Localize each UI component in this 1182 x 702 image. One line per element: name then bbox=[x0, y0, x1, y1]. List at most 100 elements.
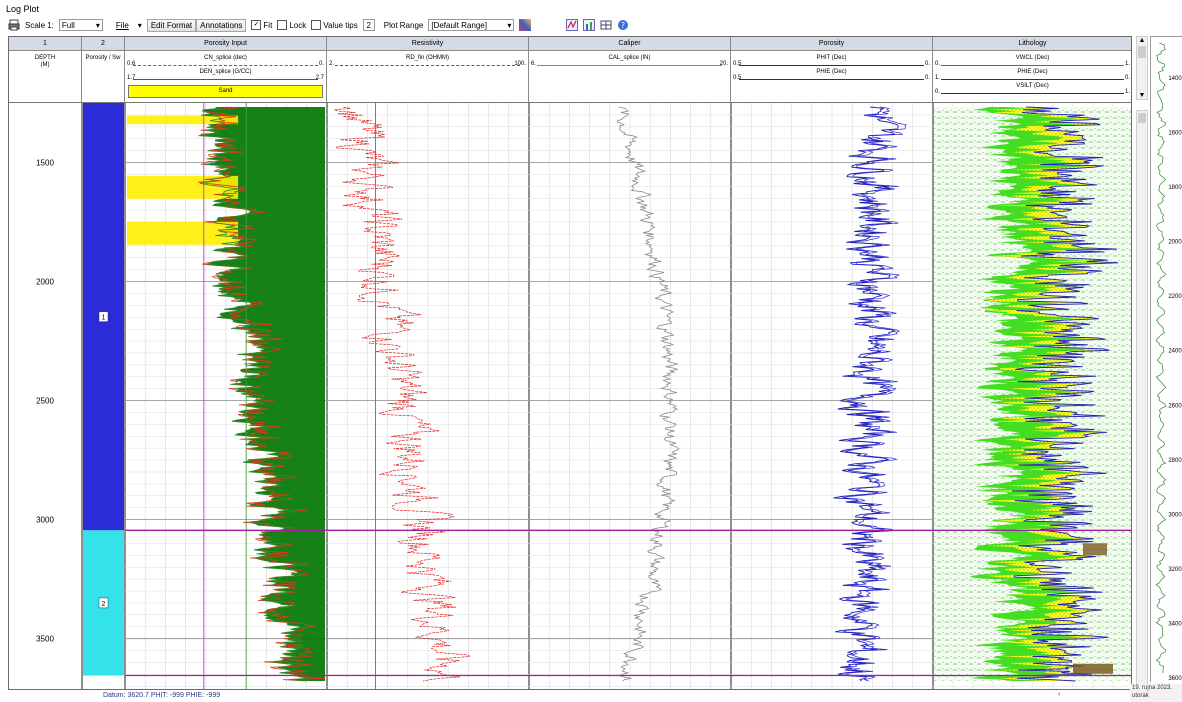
overview-panel[interactable]: 1400 1600 1800 2000 2200 2400 2600 2800 3000 3200… bbox=[1150, 36, 1182, 682]
resistivity-track-label: RD_fin (OHMM) 2. 100. bbox=[327, 51, 529, 103]
scroll-left-icon[interactable]: ‹ bbox=[1058, 691, 1061, 698]
phit-scale-left: 0.5 bbox=[733, 61, 742, 67]
lith-phie-curve-sample bbox=[941, 79, 1124, 80]
toolbar: Scale 1: Full ▾ File ▾ Edit Format Annot… bbox=[0, 16, 1182, 34]
column-header-resistivity[interactable]: Resistivity bbox=[327, 37, 529, 51]
chart-lines-icon[interactable] bbox=[566, 19, 579, 31]
cal-curve-name: CAL_splice (IN) bbox=[608, 55, 651, 61]
vwcl-scale-right: 1. bbox=[1124, 61, 1130, 67]
vwcl-scale-left: 0. bbox=[935, 61, 941, 67]
rd-curve bbox=[334, 106, 471, 682]
overview-tick-label: 2200 bbox=[1168, 294, 1182, 300]
scale-value: Full bbox=[61, 20, 75, 30]
sand-fill bbox=[127, 221, 239, 245]
print-icon[interactable] bbox=[8, 19, 20, 31]
fit-label: Fit bbox=[263, 20, 273, 30]
rd-curve-name: RD_fin (OHMM) bbox=[406, 55, 449, 61]
lock-label: Lock bbox=[289, 20, 307, 30]
plot-scrollbar[interactable] bbox=[1136, 110, 1148, 690]
checkbox-box bbox=[311, 20, 322, 30]
shale-patch bbox=[1083, 543, 1107, 556]
grid-icon[interactable] bbox=[600, 19, 612, 31]
lith-phie-curve-name: PHIE (Dec) bbox=[1017, 69, 1048, 75]
phie-curve-name: PHIE (Dec) bbox=[816, 69, 847, 75]
zone-label: 1 bbox=[102, 315, 106, 322]
value-tips-checkbox[interactable]: Value tips bbox=[311, 20, 358, 30]
rd-scale-right: 100. bbox=[514, 61, 526, 67]
zone-track-label: Porosity / Sw bbox=[82, 51, 125, 103]
column-header-1[interactable]: 1 bbox=[9, 37, 82, 51]
overview-tick-label: 1800 bbox=[1168, 185, 1182, 191]
phit-curve-sample bbox=[739, 65, 924, 66]
overview-tick-label: 2000 bbox=[1168, 240, 1182, 246]
zone-boundaries bbox=[125, 529, 1131, 677]
lock-checkbox[interactable]: Lock bbox=[277, 20, 306, 30]
cn-curve-sample bbox=[133, 65, 318, 66]
scroll-up-icon[interactable]: ▲ bbox=[1138, 37, 1146, 44]
scroll-down-icon[interactable]: ▼ bbox=[1138, 92, 1146, 99]
depth-axis: 1500 2000 2500 3000 3500 bbox=[36, 159, 54, 644]
phit-scale-right: 0. bbox=[924, 61, 930, 67]
overview-tick-label: 2600 bbox=[1168, 403, 1182, 409]
vwcl-curve-sample bbox=[941, 65, 1124, 66]
status-text: Datum: 3620.7 PHIT: -999 PHIE: -999 bbox=[103, 692, 221, 699]
log-plot[interactable]: 1 2 Porosity Input Resistivity Caliper P… bbox=[8, 36, 1132, 690]
depth-label: DEPTH bbox=[34, 55, 56, 61]
column-header-caliper[interactable]: Caliper bbox=[529, 37, 731, 51]
vwcl-curve-name: VWCL (Dec) bbox=[1015, 55, 1050, 61]
depth-tick-label: 3500 bbox=[36, 635, 54, 644]
annotations-button[interactable]: Annotations bbox=[196, 18, 247, 32]
phie-curve-sample bbox=[739, 79, 924, 80]
cn-scale-right: 0. bbox=[318, 61, 324, 67]
date-line: 19. rujna 2023. bbox=[1132, 685, 1173, 691]
checkbox-box bbox=[277, 20, 288, 30]
curves bbox=[127, 103, 1131, 689]
column-header-porosity-input[interactable]: Porosity Input bbox=[125, 37, 327, 51]
header-scrollbar[interactable]: ▲ ▼ bbox=[1136, 36, 1148, 100]
phit-curve bbox=[833, 106, 899, 682]
column-header-2[interactable]: 2 bbox=[82, 37, 125, 51]
zone-track: 12 bbox=[83, 103, 124, 676]
dropdown-arrow-icon[interactable]: ▾ bbox=[137, 20, 142, 30]
zone-label: Porosity / Sw bbox=[85, 55, 121, 61]
file-menu[interactable]: File bbox=[115, 20, 129, 30]
overview-tick-label: 1600 bbox=[1168, 131, 1182, 137]
chart-bars-icon[interactable] bbox=[583, 19, 596, 31]
column-header-lithology[interactable]: Lithology bbox=[933, 37, 1131, 51]
depth-tick-label: 1500 bbox=[36, 159, 54, 168]
vsilt-scale-left: 0. bbox=[935, 89, 941, 95]
value-tips-label: Value tips bbox=[323, 20, 358, 30]
cn-curve-name: CN_splice (dec) bbox=[204, 55, 247, 61]
column-header-porosity[interactable]: Porosity bbox=[731, 37, 933, 51]
window-title: Log Plot bbox=[6, 4, 40, 14]
vsilt-curve-sample bbox=[941, 93, 1124, 94]
overview-tick-label: 3200 bbox=[1168, 567, 1182, 573]
sand-fill bbox=[982, 107, 1119, 681]
edit-format-button[interactable]: Edit Format bbox=[146, 18, 197, 32]
fit-checkbox[interactable]: ✓ Fit bbox=[251, 20, 272, 30]
vsilt-curve bbox=[1012, 106, 1119, 682]
scale-label: Scale 1: bbox=[25, 20, 54, 30]
weekday-line: utorak bbox=[1132, 693, 1149, 699]
svg-text:?: ? bbox=[621, 21, 625, 30]
value-tips-count[interactable]: 2 bbox=[362, 19, 375, 31]
cal-scale-left: 6. bbox=[531, 61, 537, 67]
color-palette-icon[interactable] bbox=[519, 19, 532, 31]
help-icon[interactable]: ? bbox=[617, 19, 629, 31]
cal-curve-sample bbox=[537, 65, 722, 66]
scroll-thumb[interactable] bbox=[1138, 113, 1146, 123]
zone-label: 2 bbox=[102, 601, 106, 608]
porosity-input-track-label: CN_splice (dec) 0.6 0. DEN_splice (G/CC)… bbox=[125, 51, 327, 103]
vsilt-scale-right: 1. bbox=[1124, 89, 1130, 95]
status-bar: Datum: 3620.7 PHIT: -999 PHIE: -999 ‹ bbox=[8, 690, 1132, 702]
scale-select[interactable]: Full ▾ bbox=[58, 19, 103, 31]
plot-range-select[interactable]: [Default Range] ▾ bbox=[428, 19, 515, 31]
taskbar-date: 19. rujna 2023. utorak bbox=[1130, 684, 1182, 702]
overview-tick-label: 1400 bbox=[1168, 76, 1182, 82]
caliper-track-label: CAL_splice (IN) 6. 20. bbox=[529, 51, 731, 103]
scroll-thumb[interactable] bbox=[1138, 46, 1146, 58]
cal-scale-right: 20. bbox=[719, 61, 728, 67]
overview-curve-canvas: 1400 1600 1800 2000 2200 2400 2600 2800 3000 3200… bbox=[1155, 42, 1182, 682]
cn-scale-left: 0.6 bbox=[127, 61, 136, 67]
